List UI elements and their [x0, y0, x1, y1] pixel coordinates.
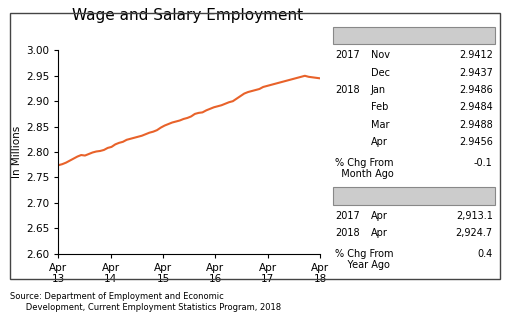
Text: Dec: Dec: [371, 68, 390, 78]
Text: 2,924.7: 2,924.7: [456, 228, 493, 238]
Text: -0.1: -0.1: [474, 158, 493, 168]
Text: 2017: 2017: [335, 211, 360, 221]
Text: 2.9488: 2.9488: [459, 120, 493, 130]
Text: Nov: Nov: [371, 50, 390, 60]
Text: 2018: 2018: [335, 228, 360, 238]
Text: unadjusted: unadjusted: [387, 191, 441, 201]
Text: Wage and Salary Employment: Wage and Salary Employment: [73, 8, 303, 23]
Text: Mar: Mar: [371, 120, 389, 130]
Text: 2.9437: 2.9437: [459, 68, 493, 78]
Text: 2017: 2017: [335, 50, 360, 60]
Text: 0.4: 0.4: [478, 249, 493, 259]
Text: 2,913.1: 2,913.1: [456, 211, 493, 221]
Text: 2.9486: 2.9486: [459, 85, 493, 95]
Text: 2.9484: 2.9484: [459, 102, 493, 112]
Text: Feb: Feb: [371, 102, 388, 112]
Text: 2.9456: 2.9456: [459, 137, 493, 147]
Text: % Chg From
  Month Ago: % Chg From Month Ago: [335, 158, 394, 179]
Text: Jan: Jan: [371, 85, 386, 95]
Text: Apr: Apr: [371, 137, 388, 147]
Text: Apr: Apr: [371, 228, 388, 238]
Y-axis label: In Millions: In Millions: [12, 126, 22, 178]
Text: seasonally adjusted: seasonally adjusted: [366, 31, 462, 40]
Text: 2018: 2018: [335, 85, 360, 95]
Text: 2.9412: 2.9412: [459, 50, 493, 60]
Text: % Chg From
    Year Ago: % Chg From Year Ago: [335, 249, 394, 271]
Text: Source: Department of Employment and Economic
      Development, Current Employm: Source: Department of Employment and Eco…: [10, 292, 281, 312]
Text: Apr: Apr: [371, 211, 388, 221]
